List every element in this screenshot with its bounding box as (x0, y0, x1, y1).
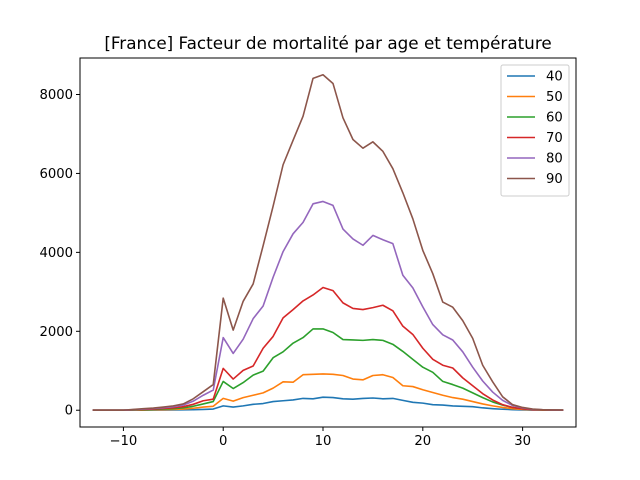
legend-label-60: 60 (546, 111, 563, 126)
x-tick-label: −10 (109, 434, 137, 449)
axes-frame (79, 57, 577, 428)
legend-box (500, 64, 570, 197)
legend-label-70: 70 (546, 131, 563, 146)
y-tick-label: 4000 (39, 246, 73, 261)
y-tick-label: 2000 (39, 325, 73, 340)
x-tick-label: 10 (315, 434, 332, 449)
legend-label-40: 40 (546, 70, 563, 85)
series-line-90 (92, 73, 564, 412)
y-tick-label: 0 (65, 404, 73, 419)
series-line-70 (92, 286, 564, 412)
legend: 40 50 60 70 80 90 (500, 64, 570, 197)
y-axis: 0 2000 4000 6000 8000 (39, 88, 80, 419)
series-layer (92, 73, 564, 412)
y-tick-label: 8000 (39, 88, 73, 103)
legend-label-80: 80 (546, 152, 563, 167)
legend-label-50: 50 (546, 90, 563, 105)
x-axis: −10 0 10 20 30 (109, 427, 531, 449)
x-tick-label: 20 (414, 434, 431, 449)
x-tick-label: 30 (514, 434, 531, 449)
y-tick-label: 6000 (39, 167, 73, 182)
legend-label-90: 90 (546, 172, 563, 187)
x-tick-label: 0 (219, 434, 227, 449)
chart-title: [France] Facteur de mortalité par age et… (104, 33, 551, 53)
